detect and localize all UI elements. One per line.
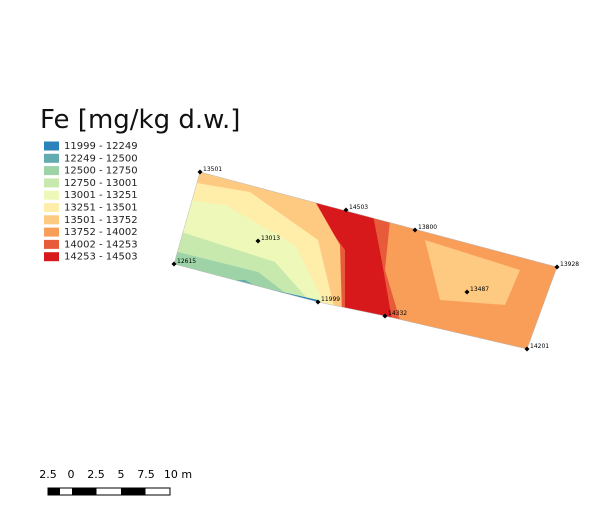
sample-points: 13501 14503 13800 13013 12615 13928 13487 11999… <box>171 166 579 352</box>
legend-swatch <box>44 203 59 212</box>
interpolation-surface <box>174 172 557 349</box>
legend-swatch <box>44 141 59 151</box>
scale-label: 7.5 <box>137 468 155 481</box>
legend-label: 12750 - 13001 <box>64 178 138 189</box>
point-label: 14503 <box>349 204 368 211</box>
legend-label: 11999 - 12249 <box>64 141 138 152</box>
point-label: 13013 <box>261 235 280 242</box>
scale-label: 5 <box>118 468 125 481</box>
point-label: 13928 <box>560 261 579 268</box>
legend-swatch <box>44 178 59 188</box>
legend-label: 14002 - 14253 <box>64 239 138 250</box>
class-band <box>425 240 520 305</box>
point-marker <box>315 299 321 305</box>
legend-swatch <box>44 166 59 176</box>
legend-swatch <box>44 190 59 200</box>
legend-label: 13501 - 13752 <box>64 215 138 226</box>
scale-label: 2.5 <box>39 468 57 481</box>
scale-label: 10 m <box>164 468 192 481</box>
point-label: 14332 <box>388 310 407 317</box>
legend-label: 13752 - 14002 <box>64 227 138 238</box>
point-label: 13487 <box>470 286 489 293</box>
point-marker <box>343 207 349 213</box>
point-marker <box>382 313 388 319</box>
legend-swatch <box>44 227 59 237</box>
class-band <box>305 195 392 320</box>
legend-swatch <box>44 215 59 225</box>
scale-label: 2.5 <box>87 468 105 481</box>
legend-label: 14253 - 14503 <box>64 252 138 263</box>
point-marker <box>171 261 177 267</box>
legend-label: 13001 - 13251 <box>64 190 138 201</box>
legend-swatch <box>44 239 59 249</box>
point-marker <box>255 238 261 244</box>
legend-label: 12249 - 12500 <box>64 153 138 164</box>
scale-bar: 2.5 0 2.5 5 7.5 10 m <box>39 468 192 496</box>
point-label: 11999 <box>321 296 340 303</box>
scale-label: 0 <box>68 468 75 481</box>
legend-swatch <box>44 252 59 262</box>
point-marker <box>464 289 470 295</box>
point-marker <box>554 264 560 270</box>
point-marker <box>197 169 203 175</box>
legend-swatch <box>44 153 59 163</box>
point-marker <box>524 346 530 352</box>
point-marker <box>412 227 418 233</box>
point-label: 12615 <box>177 258 196 265</box>
point-label: 13501 <box>203 166 222 173</box>
point-label: 14201 <box>530 343 549 350</box>
legend-label: 12500 - 12750 <box>64 166 138 177</box>
point-label: 13800 <box>418 224 437 231</box>
map-title: Fe [mg/kg d.w.] <box>40 105 240 135</box>
legend-label: 13251 - 13501 <box>64 203 138 214</box>
